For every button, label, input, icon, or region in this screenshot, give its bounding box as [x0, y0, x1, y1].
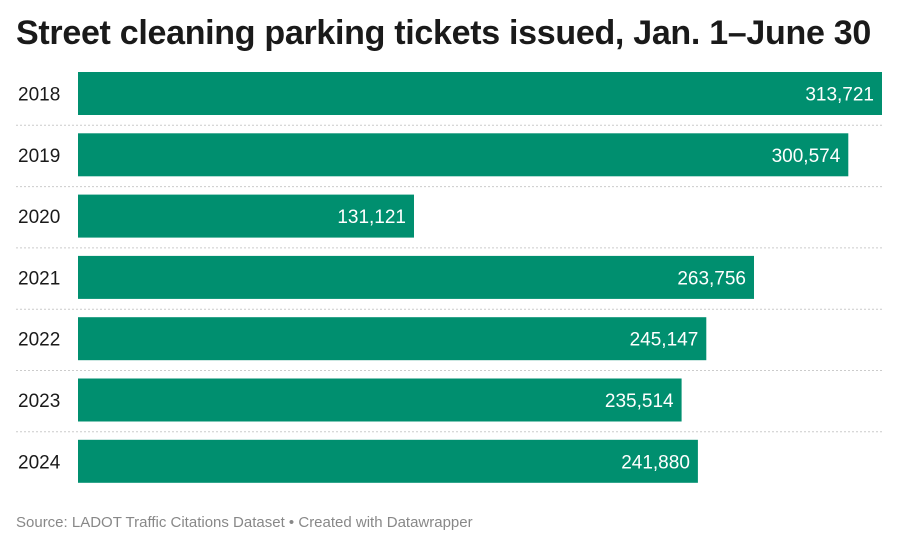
category-label-2023: 2023 — [18, 391, 60, 412]
value-label-2019: 300,574 — [772, 146, 841, 167]
category-label-2018: 2018 — [18, 85, 60, 106]
category-label-2022: 2022 — [18, 330, 60, 351]
source-label: Source: — [16, 514, 68, 531]
source-name: LADOT Traffic Citations Dataset — [71, 514, 285, 531]
bar-2020 — [78, 194, 414, 238]
datawrapper-credit: Created with Datawrapper — [298, 514, 473, 531]
category-label-2019: 2019 — [18, 146, 60, 167]
bar-2019 — [78, 133, 849, 177]
value-label-2024: 241,880 — [621, 452, 690, 473]
category-label-2020: 2020 — [18, 207, 60, 228]
bar-2018 — [78, 72, 882, 115]
category-label-2024: 2024 — [18, 452, 61, 473]
bar-2024 — [78, 439, 698, 483]
value-label-2018: 313,721 — [805, 85, 874, 106]
source-note: Source: LADOT Traffic Citations Dataset … — [16, 514, 473, 531]
source-separator: • — [288, 514, 295, 531]
chart-title: Street cleaning parking tickets issued, … — [16, 14, 871, 52]
bar-2022 — [78, 317, 707, 361]
value-label-2023: 235,514 — [605, 391, 674, 412]
value-label-2021: 263,756 — [677, 268, 746, 289]
value-label-2020: 131,121 — [337, 207, 406, 228]
category-label-2021: 2021 — [18, 268, 60, 289]
bar-2023 — [78, 378, 682, 422]
value-label-2022: 245,147 — [630, 330, 699, 351]
bar-2021 — [78, 255, 754, 299]
